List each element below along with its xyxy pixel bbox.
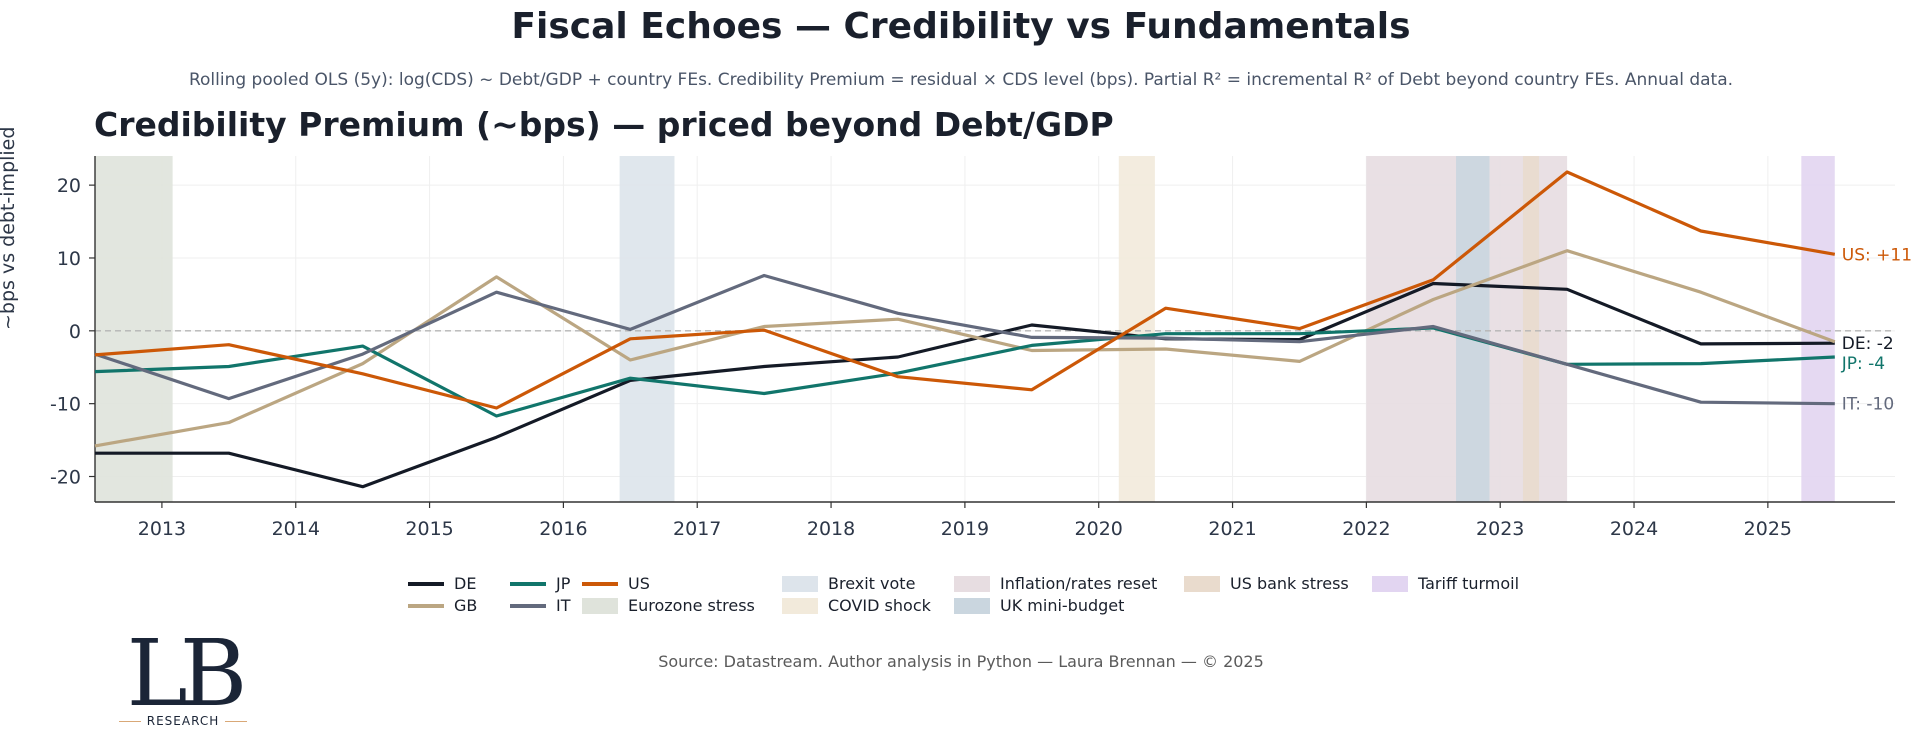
series-line-it [94, 273, 1835, 406]
legend-swatch [954, 575, 990, 592]
logo-tagline: RESEARCH [118, 714, 248, 728]
source-note: Source: Datastream. Author analysis in P… [658, 652, 1264, 671]
legend-label: DE [454, 574, 477, 593]
legend-swatch [782, 575, 818, 592]
page-subtitle: Rolling pooled OLS (5y): log(CDS) ~ Debt… [188, 70, 1734, 90]
event-band-uk-mini-budget [1456, 156, 1490, 502]
event-band-tariff-turmoil [1801, 156, 1835, 502]
legend-swatch [582, 597, 618, 614]
legend-swatch [1372, 575, 1408, 592]
y-tick-label: 10 [57, 248, 81, 270]
legend-label: Inflation/rates reset [1000, 574, 1158, 593]
legend-item-us-bank-stress: US bank stress [1184, 574, 1349, 593]
legend-item-us: US [582, 574, 650, 593]
logo-letters: LB [126, 620, 248, 727]
legend-item-brexit-vote: Brexit vote [782, 574, 915, 593]
series-line-gb [94, 249, 1836, 448]
page-title: Fiscal Echoes — Credibility vs Fundament… [511, 6, 1411, 47]
legend-item-gb: GB [408, 596, 477, 615]
legend-item-eurozone-stress: Eurozone stress [582, 596, 755, 615]
legend-swatch [954, 597, 990, 614]
x-tick-label: 2014 [272, 518, 320, 540]
x-tick-label: 2025 [1744, 518, 1792, 540]
end-label-it: IT: -10 [1842, 395, 1894, 415]
legend-item-jp: JP [510, 574, 570, 593]
legend-swatch [582, 581, 618, 586]
legend-swatch [1184, 575, 1220, 592]
legend-item-tariff-turmoil: Tariff turmoil [1372, 574, 1519, 593]
series-line-de [95, 281, 1835, 489]
x-tick-label: 2021 [1208, 518, 1256, 540]
x-tick-label: 2023 [1476, 518, 1524, 540]
series-line-us [94, 170, 1836, 410]
x-tick-label: 2019 [941, 518, 989, 540]
event-band-us-bank-stress [1522, 156, 1540, 502]
legend-swatch [510, 603, 546, 608]
x-tick-label: 2017 [673, 518, 721, 540]
legend-label: Brexit vote [828, 574, 916, 593]
x-tick-label: 2016 [539, 518, 587, 540]
legend-swatch [408, 581, 444, 586]
legend-label: GB [454, 596, 478, 615]
legend-label: IT [556, 596, 571, 615]
legend-label: US bank stress [1230, 574, 1349, 593]
legend-item-uk-mini-budget: UK mini-budget [954, 596, 1124, 615]
end-label-jp: JP: -4 [1841, 354, 1885, 374]
legend-item-it: IT [510, 596, 571, 615]
legend-label: US [628, 574, 650, 593]
legend-label: UK mini-budget [1000, 596, 1125, 615]
legend-swatch [782, 597, 818, 614]
x-tick-label: 2018 [807, 518, 855, 540]
x-tick-label: 2015 [405, 518, 453, 540]
x-tick-label: 2020 [1075, 518, 1123, 540]
y-tick-label: 20 [57, 175, 81, 197]
x-tick-label: 2013 [138, 518, 186, 540]
legend-label: Tariff turmoil [1418, 574, 1520, 593]
event-band-covid-shock [1118, 156, 1155, 502]
y-tick-label: -10 [50, 394, 81, 416]
legend-label: COVID shock [828, 596, 931, 615]
x-tick-label: 2024 [1610, 518, 1658, 540]
y-tick-label: -20 [50, 467, 81, 489]
legend-swatch [510, 581, 546, 586]
legend-item-inflation-rates-reset: Inflation/rates reset [954, 574, 1157, 593]
x-tick-label: 2022 [1342, 518, 1390, 540]
event-band-eurozone-stress [95, 156, 173, 502]
end-label-de: DE: -2 [1842, 334, 1894, 354]
y-tick-label: 0 [69, 321, 81, 343]
legend-item-de: DE [408, 574, 476, 593]
legend-item-covid-shock: COVID shock [782, 596, 931, 615]
chart-title: Credibility Premium (~bps) — priced beyo… [94, 105, 1114, 144]
legend-label: JP [556, 574, 571, 593]
legend-label: Eurozone stress [628, 596, 755, 615]
legend-swatch [408, 603, 444, 608]
end-label-us: US: +11 [1842, 245, 1912, 265]
logo: LB RESEARCH [118, 628, 248, 728]
